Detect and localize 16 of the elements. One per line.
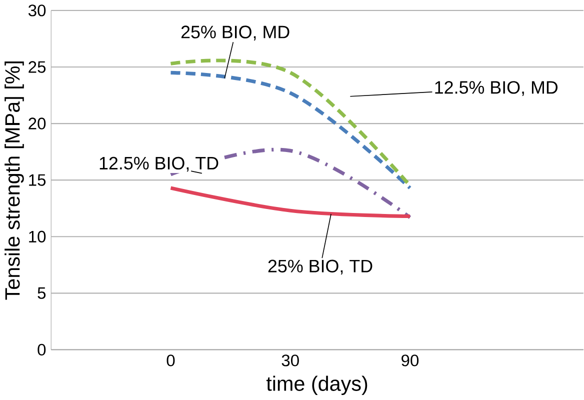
text: 25% BIO, TD bbox=[268, 260, 372, 275]
y-tick-label: 25 bbox=[28, 61, 46, 74]
y-tick-label: 20 bbox=[28, 118, 46, 130]
x-tick-label: 0 bbox=[166, 354, 175, 366]
series-label: 25% BIO, MD bbox=[181, 26, 290, 41]
x-tick-label: 30 bbox=[282, 354, 299, 366]
x-tick-label: 90 bbox=[402, 354, 419, 366]
text: 12.5% BIO, MD bbox=[435, 81, 558, 96]
series-label: 12.5% BIO, TD bbox=[100, 157, 218, 172]
y-tick-label: 5 bbox=[38, 288, 46, 300]
y-tick-label: 15 bbox=[29, 174, 46, 186]
y-tick-label: 10 bbox=[29, 230, 46, 243]
y-tick-label: 0 bbox=[38, 344, 46, 356]
x-axis-title: time (days) bbox=[266, 376, 368, 396]
y-tick-label: 30 bbox=[28, 4, 46, 16]
y-axis-title: Tensile strength [MPa] [%] bbox=[4, 62, 24, 300]
